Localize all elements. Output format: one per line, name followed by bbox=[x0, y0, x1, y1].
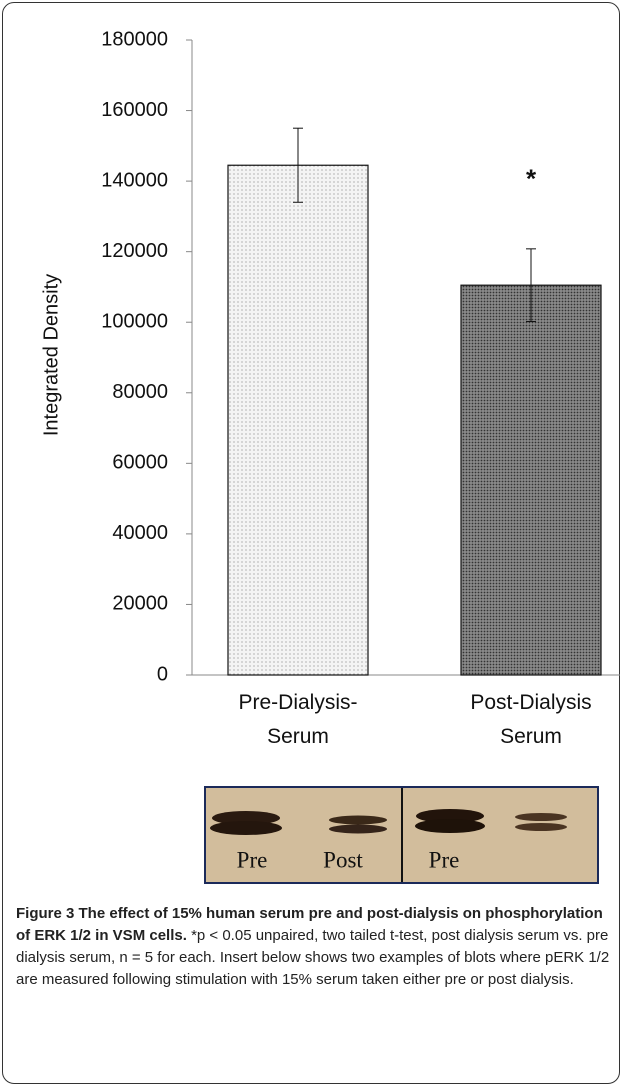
y-tick-label: 140000 bbox=[101, 169, 168, 191]
y-tick-label: 20000 bbox=[112, 593, 168, 615]
y-tick-label: 60000 bbox=[112, 452, 168, 474]
y-axis-label: Integrated Density bbox=[40, 274, 62, 436]
blot-label: Pre bbox=[237, 847, 268, 872]
caption: Figure 3 The effect of 15% human serum p… bbox=[16, 903, 612, 991]
bar bbox=[460, 284, 602, 676]
caption-title: Figure 3 The effect of 15% human serum p… bbox=[16, 905, 603, 944]
x-tick-label: Pre-Dialysis- Serum bbox=[238, 691, 358, 748]
y-tick-label: 120000 bbox=[101, 240, 168, 262]
significance-label: * bbox=[526, 164, 537, 194]
chart: Integrated Density Pre Post Pre 0 20000 4000… bbox=[40, 28, 620, 884]
error-bar bbox=[293, 127, 303, 203]
blot-label: Post bbox=[323, 847, 363, 872]
error-bar bbox=[526, 248, 536, 323]
y-tick-label: 80000 bbox=[112, 381, 168, 403]
caption-text: *p < 0.05 unpaired, two tailed t-test, p… bbox=[16, 927, 610, 988]
y-tick-label: 180000 bbox=[101, 28, 168, 50]
y-tick-label: 40000 bbox=[112, 522, 168, 544]
y-tick-label: 100000 bbox=[101, 311, 168, 333]
blot-label: Pre bbox=[429, 847, 460, 872]
blot-image: Pre Post Pre bbox=[204, 786, 599, 884]
y-tick-label: 160000 bbox=[101, 99, 168, 121]
x-tick-label: Post-Dialysis Serum bbox=[470, 691, 592, 748]
bar bbox=[227, 164, 369, 676]
y-tick-label: 0 bbox=[157, 663, 168, 685]
